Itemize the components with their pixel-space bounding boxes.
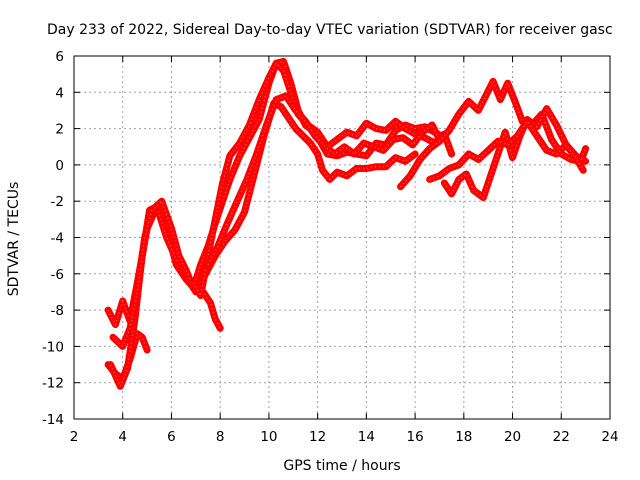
x-tick-label: 22: [553, 429, 570, 445]
y-tick-label: -12: [42, 376, 64, 392]
y-tick-label: 0: [55, 158, 64, 174]
x-tick-label: 8: [216, 429, 225, 445]
x-tick-label: 12: [309, 429, 326, 445]
y-tick-label: 6: [55, 49, 64, 65]
y-tick-label: -10: [42, 339, 64, 355]
chart-title: Day 233 of 2022, Sidereal Day-to-day VTE…: [47, 22, 613, 38]
series-traces: [104, 57, 590, 390]
y-axis-ticks: -14 -12 -10 -8 -6 -4 -2 0 2 4 6: [42, 49, 610, 428]
grid: [74, 56, 610, 419]
y-tick-label: -8: [51, 303, 64, 319]
y-axis-label: SDTVAR / TECUs: [6, 182, 22, 297]
x-tick-label: 6: [167, 429, 176, 445]
y-tick-label: -4: [51, 231, 64, 247]
y-tick-label: 2: [55, 122, 64, 138]
x-tick-label: 10: [260, 429, 277, 445]
x-axis-ticks: 2 4 6 8 10 12 14 16 18 20 22 24: [70, 56, 619, 445]
x-axis-label: GPS time / hours: [283, 458, 400, 474]
trace-4-markers: [112, 60, 445, 348]
x-tick-label: 4: [118, 429, 127, 445]
y-tick-label: -6: [51, 267, 64, 283]
trace-9-markers: [429, 120, 584, 180]
x-tick-label: 14: [358, 429, 375, 445]
y-tick-label: -14: [42, 412, 64, 428]
x-tick-label: 24: [601, 429, 618, 445]
x-tick-label: 18: [455, 429, 472, 445]
y-tick-label: 4: [55, 85, 64, 101]
x-tick-label: 2: [70, 429, 79, 445]
x-tick-label: 20: [504, 429, 521, 445]
trace-5-markers: [192, 62, 453, 298]
trace-8-markers: [443, 107, 586, 199]
trace-7: [397, 77, 590, 191]
x-tick-label: 16: [406, 429, 423, 445]
trace-6: [204, 92, 443, 269]
y-tick-label: -2: [51, 194, 64, 210]
